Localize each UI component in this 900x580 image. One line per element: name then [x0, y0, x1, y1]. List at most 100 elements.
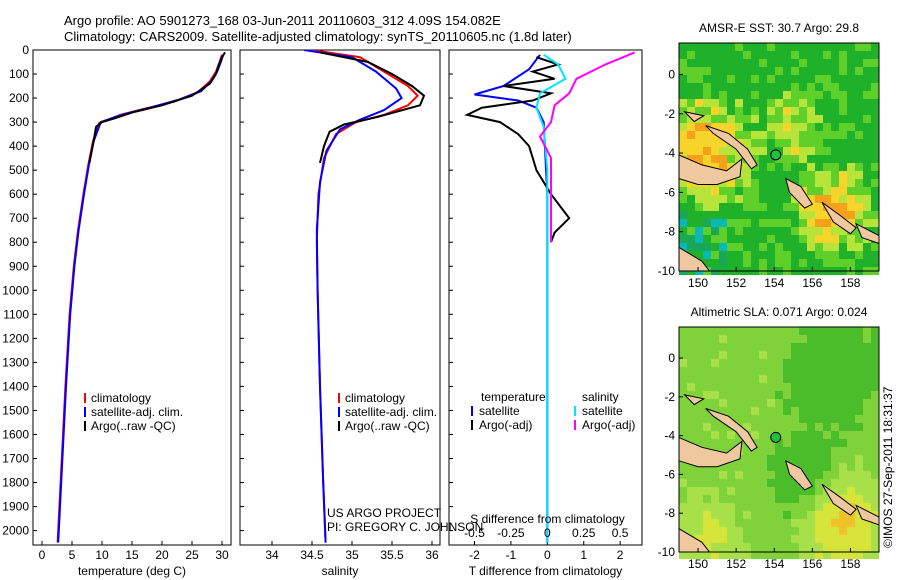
salinity-frame — [239, 49, 441, 546]
x-tick-label: 34 — [265, 548, 279, 562]
x-tick-label: 150 — [688, 276, 708, 290]
x-tick-label: 34.5 — [300, 548, 324, 562]
y-tick-label: -6 — [664, 185, 675, 199]
legend-temperature-title: temperature — [481, 390, 546, 404]
figure-title-line2: Climatology: CARS2009. Satellite-adjuste… — [64, 29, 572, 44]
x-tick-label: 5 — [69, 548, 76, 562]
y-tick-label: 0 — [668, 67, 675, 81]
x-tick-label: 10 — [95, 548, 109, 562]
coastline — [678, 394, 880, 553]
sst-map-title: AMSR-E SST: 30.7 Argo: 29.8 — [699, 21, 859, 35]
series-line-argo---raw--qc- — [88, 51, 226, 164]
legend-entry: Argo(-adj) — [582, 418, 635, 432]
y-tick-label: 600 — [9, 187, 29, 201]
temperature-panel: 0100200300400500600700800900100011001200… — [2, 43, 232, 578]
x-tick-label: 0 — [39, 548, 46, 562]
y-tick-label: 1100 — [3, 307, 29, 321]
x-tick-label: 0 — [544, 548, 551, 562]
legend-entry: Argo(..raw -QC) — [345, 419, 430, 433]
x-tick-label: -1 — [506, 548, 517, 562]
legend-entry: climatology — [345, 391, 405, 405]
x-tick-label: 35.5 — [380, 548, 404, 562]
copyright-timestamp: ©IMOS 27-Sep-2011 18:31:37 — [881, 386, 895, 548]
y-tick-label: 1900 — [2, 500, 29, 514]
x-tick-label: 150 — [688, 557, 708, 571]
series-line-temperature-argo--adj- — [464, 56, 571, 243]
sla-map-panel: Altimetric SLA: 0.071 Argo: 0.024 150 152 1… — [658, 305, 880, 571]
y-tick-label: -2 — [664, 390, 675, 404]
sal-tick-label: 0 — [544, 526, 551, 540]
series-line-salinity-argo--adj- — [538, 51, 636, 243]
legend-entry: Argo(..raw -QC) — [91, 419, 176, 433]
x-tick-label: 156 — [802, 276, 822, 290]
salinity-xlabel: salinity — [322, 564, 359, 578]
series-line-salinity-satellite — [535, 53, 567, 543]
x-tick-label: 154 — [764, 557, 784, 571]
y-tick-label: 1000 — [2, 283, 29, 297]
y-tick-label: 0 — [22, 43, 29, 57]
y-tick-label: 2000 — [2, 524, 29, 538]
y-tick-label: -10 — [658, 545, 676, 559]
y-tick-label: -4 — [664, 146, 675, 160]
temperature-xlabel: temperature (deg C) — [78, 564, 186, 578]
sla-map-title: Altimetric SLA: 0.071 Argo: 0.024 — [691, 305, 868, 319]
x-tick-label: 158 — [840, 276, 860, 290]
y-tick-label: -2 — [664, 107, 675, 121]
y-tick-label: 900 — [9, 259, 29, 273]
difference-xlabel: T difference from climatology — [469, 564, 623, 578]
x-tick-label: 152 — [726, 276, 746, 290]
salinity-panel: 34 34.5 35 35.5 36 salinity — [239, 49, 441, 578]
y-tick-label: 200 — [9, 91, 29, 105]
x-tick-label: 35 — [345, 548, 359, 562]
y-tick-label: 700 — [9, 211, 29, 225]
y-tick-label: 1500 — [2, 403, 29, 417]
difference-panel: -2 -1 0 1 2 T difference from climatology — [448, 49, 643, 578]
y-tick-label: -10 — [658, 264, 676, 278]
x-tick-label: 20 — [155, 548, 169, 562]
heatmap-cells — [679, 327, 879, 559]
x-tick-label: 15 — [125, 548, 139, 562]
legend-entry: satellite — [479, 404, 520, 418]
y-tick-label: 1200 — [2, 331, 29, 345]
series-line-argo---raw--qc- — [319, 51, 426, 164]
map-frame — [678, 326, 880, 553]
x-tick-label: 36 — [425, 548, 439, 562]
sst-map-panel: AMSR-E SST: 30.7 Argo: 29.8 150 152 154 156 1… — [658, 21, 880, 290]
legend-entry: satellite-adj. clim. — [345, 405, 437, 419]
y-tick-label: -6 — [664, 467, 675, 481]
y-tick-label: 1800 — [2, 476, 29, 490]
y-tick-label: -8 — [664, 225, 675, 239]
x-tick-label: 156 — [802, 557, 822, 571]
y-tick-label: 800 — [9, 235, 29, 249]
figure-title-line1: Argo profile: AO 5901273_168 03-Jun-2011… — [64, 13, 501, 28]
map-frame — [678, 42, 880, 272]
legend-entry: climatology — [91, 391, 151, 405]
x-tick-label: 30 — [215, 548, 229, 562]
argo-position-marker — [770, 431, 782, 443]
y-tick-label: 1400 — [2, 379, 29, 393]
legend-entry: Argo(-adj) — [479, 418, 532, 432]
sal-tick-label: -0.25 — [497, 526, 525, 540]
y-tick-label: -4 — [664, 429, 675, 443]
series-line-satellite-adj--clim- — [303, 50, 403, 543]
difference-frame — [448, 49, 643, 546]
difference-top-xlabel: S difference from climatology — [470, 512, 625, 526]
pi-annotation: PI: GREGORY C. JOHNSON — [327, 520, 483, 534]
x-tick-label: 25 — [185, 548, 199, 562]
x-tick-label: 154 — [764, 276, 784, 290]
sal-tick-label: -0.5 — [464, 526, 485, 540]
y-tick-label: 0 — [668, 351, 675, 365]
legend-entry: satellite — [582, 404, 623, 418]
heatmap-cells — [679, 43, 879, 275]
temperature-frame — [32, 49, 232, 546]
y-tick-label: 300 — [9, 115, 29, 129]
sal-tick-label: 0.25 — [572, 526, 596, 540]
y-tick-label: 1700 — [2, 451, 29, 465]
y-tick-label: 500 — [9, 163, 29, 177]
y-tick-label: 400 — [9, 139, 29, 153]
argo-position-marker — [770, 149, 782, 161]
y-tick-label: 100 — [9, 67, 29, 81]
x-tick-label: -2 — [469, 548, 480, 562]
x-tick-label: 152 — [726, 557, 746, 571]
